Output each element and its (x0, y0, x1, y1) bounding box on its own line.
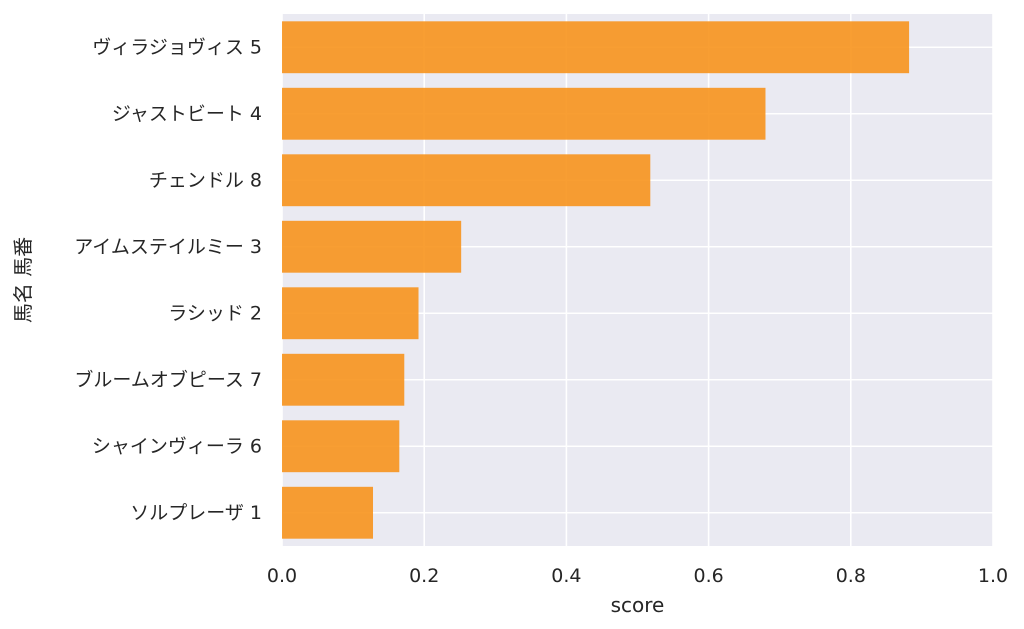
y-tick-label: ソルプレーザ 1 (130, 502, 262, 524)
bar (282, 420, 400, 473)
x-tick-label: 0.2 (409, 565, 439, 587)
x-tick-labels: 0.0 0.2 0.4 0.6 0.8 1.0 (267, 565, 1008, 587)
x-tick-label: 0.8 (836, 565, 866, 587)
y-tick-label: ジャストビート 4 (112, 103, 262, 125)
x-tick-label: 0.4 (551, 565, 581, 587)
y-tick-label: アイムステイルミー 3 (74, 236, 262, 258)
y-tick-label: ヴィラジョヴィス 5 (92, 36, 262, 58)
y-tick-label: ラシッド 2 (168, 302, 262, 324)
bar (282, 287, 419, 340)
bar (282, 220, 462, 273)
bar (282, 353, 405, 406)
x-tick-label: 0.0 (267, 565, 297, 587)
x-tick-label: 1.0 (978, 565, 1008, 587)
y-tick-label: チェンドル 8 (149, 169, 262, 191)
bar (282, 21, 910, 74)
bar (282, 154, 651, 207)
x-tick-label: 0.6 (693, 565, 723, 587)
bars (282, 21, 910, 539)
y-axis-title: 馬名 馬番 (11, 237, 35, 323)
y-tick-labels: ヴィラジョヴィス 5 ジャストビート 4 チェンドル 8 アイムステイルミー 3 ラシッ… (74, 36, 262, 524)
y-tick-label: シャインヴィーラ 6 (92, 435, 262, 457)
bar (282, 486, 374, 539)
bar (282, 87, 766, 140)
x-axis-title: score (611, 593, 665, 617)
y-tick-label: ブルームオブピース 7 (74, 368, 262, 391)
